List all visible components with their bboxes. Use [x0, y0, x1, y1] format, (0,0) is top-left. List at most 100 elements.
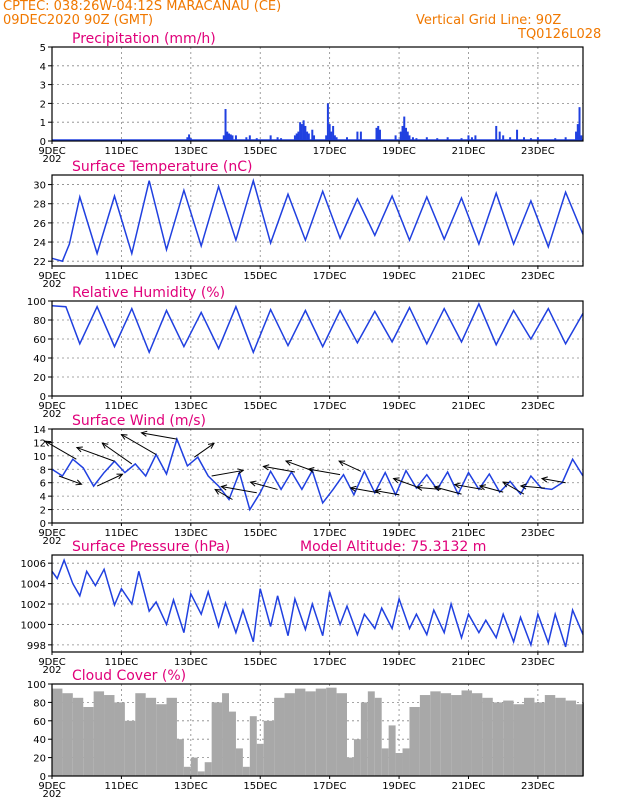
cloud-area [544, 695, 556, 776]
panel-frame [51, 174, 584, 267]
wind-vector-head [75, 446, 83, 453]
precip-bar [580, 135, 583, 141]
x-tick-label: 17DEC [313, 146, 347, 157]
precip-bar [394, 135, 397, 141]
x-tick-label: 11DEC [105, 528, 139, 539]
x-tick-label: 21DEC [452, 781, 486, 792]
x-tick-label: 15DEC [243, 401, 277, 412]
panel-frame [51, 683, 584, 777]
precip-bar [408, 135, 411, 141]
y-tick-label: 60 [33, 335, 46, 346]
x-tick-label: 17DEC [313, 528, 347, 539]
cloud-area [190, 757, 198, 776]
cloud-area [83, 707, 94, 776]
y-tick-label: 24 [33, 238, 46, 249]
wind-vector [338, 460, 362, 472]
y-tick-label: 40 [33, 735, 46, 746]
x-tick-label: 11DEC [105, 271, 139, 282]
precip-bar [470, 137, 473, 141]
wind-vector-head [519, 483, 527, 490]
precip-bar [276, 137, 279, 141]
cloud-area [62, 693, 73, 776]
wind-vector-head [140, 430, 148, 437]
precip-bar [307, 133, 310, 141]
wind-line [51, 436, 584, 512]
y-tick-label: 1006 [21, 559, 46, 570]
press-line [51, 557, 584, 648]
precip-bar [330, 131, 333, 141]
precip-bar [377, 125, 380, 141]
wind-vector [454, 484, 483, 490]
precip-bar [378, 129, 381, 141]
x-tick-year: 202 [42, 409, 61, 420]
cloud-area [381, 748, 389, 776]
wind-vector-head [237, 468, 245, 475]
precip-bar [467, 135, 470, 141]
cloud-area [534, 702, 545, 776]
precip-bar [498, 131, 501, 141]
wind-vector [263, 465, 296, 473]
cloud-area [419, 695, 431, 776]
header-date: 09DEC2020 90Z (GMT) [3, 13, 154, 28]
cloud-area [524, 697, 535, 776]
y-tick-label: 0 [40, 772, 46, 783]
wind-vector-head [75, 479, 83, 486]
y-tick-label: 30 [33, 181, 46, 192]
cloud-area [461, 690, 472, 776]
precip-bar [425, 137, 428, 141]
cloud-area [395, 753, 403, 776]
cloud-area [471, 693, 483, 776]
cloud-area [513, 704, 524, 776]
y-tick-label: 2 [40, 506, 46, 517]
x-tick-label: 13DEC [174, 781, 208, 792]
y-tick-label: 998 [27, 641, 46, 652]
cloud-area [222, 693, 229, 776]
precip-bar [245, 137, 248, 141]
precip-bar [313, 135, 316, 141]
y-tick-label: 100 [27, 680, 46, 691]
wind-vector [76, 447, 115, 462]
precip-bar [333, 135, 336, 141]
x-tick-label: 19DEC [382, 401, 416, 412]
cloud-area [440, 693, 452, 776]
x-tick-label: 21DEC [452, 271, 486, 282]
wind-vector-head [284, 459, 293, 466]
precip-bar [188, 134, 191, 141]
y-tick-label: 0 [40, 519, 46, 530]
precip-bar [405, 127, 407, 141]
wind-vector [121, 434, 157, 455]
precip-bar [234, 135, 237, 141]
x-tick-label: 9DEC [38, 781, 65, 792]
cloud-area [72, 697, 84, 776]
x-tick-label: 21DEC [452, 401, 486, 412]
panel-rh: 0 20 40 60 80 100 9DEC 11DEC 13DEC 15DEC 17DEC 19DE… [27, 285, 584, 420]
panel-precip: 0 1 2 3 4 5 9DEC 11DEC 13DEC 15DEC 17DEC 19DEC 21DEC… [38, 31, 584, 165]
cloud-area [347, 757, 354, 776]
y-tick-label: 8 [40, 465, 46, 476]
wind-vector-head [44, 440, 52, 447]
cloud-area [409, 707, 420, 776]
y-tick-label: 1000 [21, 620, 46, 631]
cloud-area [114, 702, 125, 776]
x-tick-label: 13DEC [174, 271, 208, 282]
precip-bar [332, 125, 335, 141]
precip-bar [248, 135, 251, 141]
panel-frame [51, 300, 584, 397]
cloud-area [183, 766, 191, 776]
wind-vector [194, 443, 215, 458]
header-model-code: TQ0126L028 [518, 27, 602, 42]
precip-bar [564, 137, 567, 141]
x-tick-label: 9DEC [38, 146, 65, 157]
x-tick-label: 23DEC [521, 781, 555, 792]
cloud-area [492, 702, 504, 776]
cloud-area [402, 748, 410, 776]
wind-vector [58, 475, 82, 485]
x-tick-label: 19DEC [382, 271, 416, 282]
precip-bar [297, 131, 300, 141]
y-tick-label: 12 [33, 438, 46, 449]
x-tick-label: 21DEC [452, 146, 486, 157]
x-tick-label: 19DEC [382, 657, 416, 668]
wind-vector-head [307, 466, 315, 474]
y-tick-label: 1004 [21, 580, 46, 591]
cloud-area [104, 695, 115, 776]
